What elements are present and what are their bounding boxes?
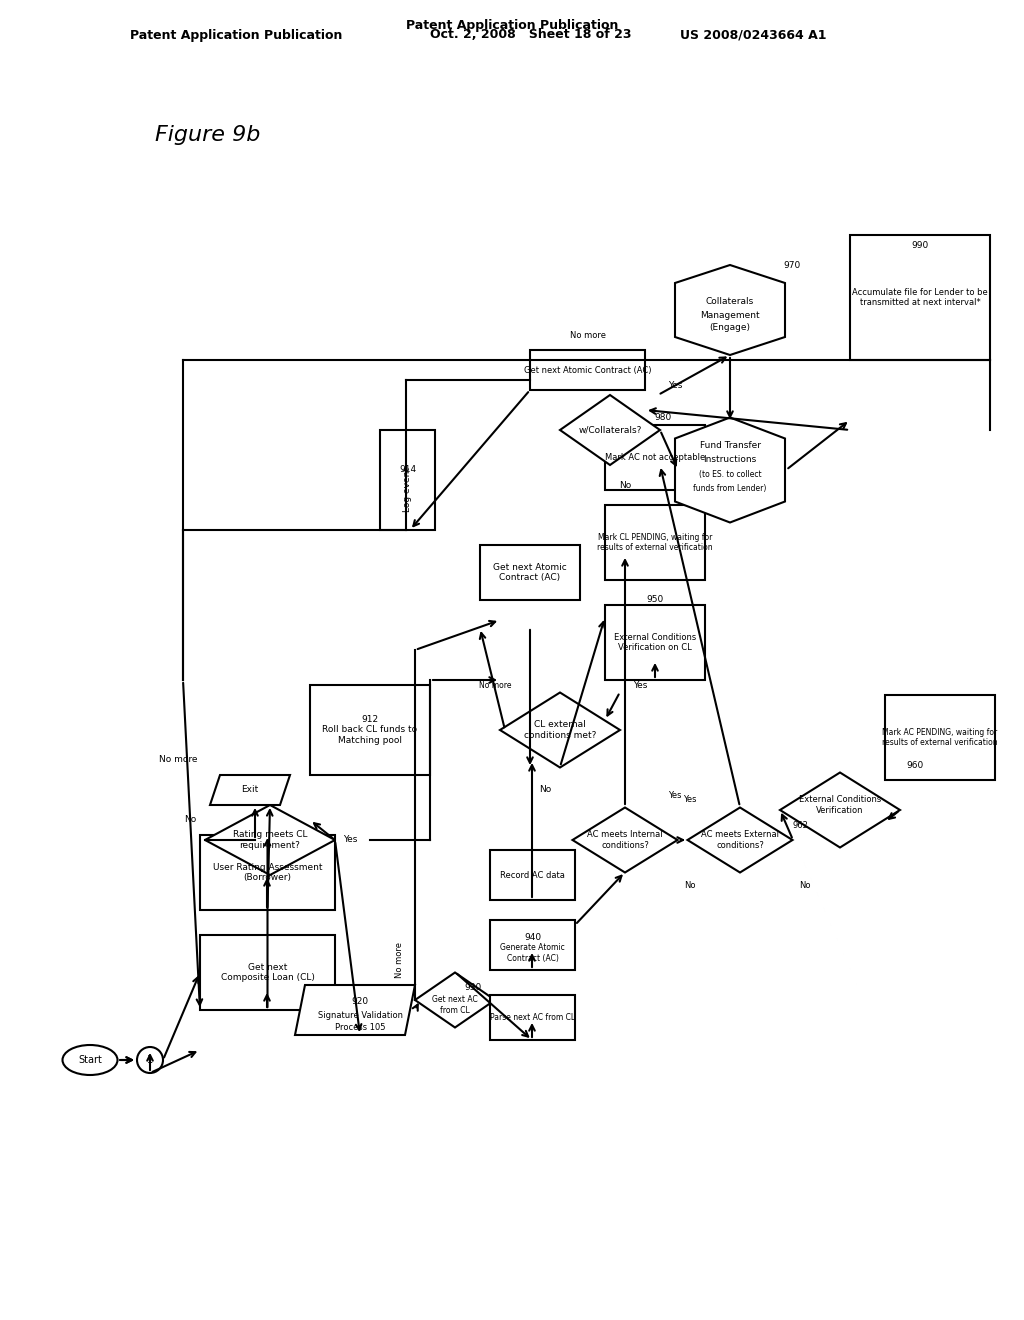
Text: No: No — [539, 785, 551, 795]
Polygon shape — [210, 775, 290, 805]
Text: External Conditions
Verification: External Conditions Verification — [799, 795, 881, 814]
Text: (Engage): (Engage) — [710, 323, 751, 333]
Text: No more: No more — [569, 330, 605, 339]
FancyBboxPatch shape — [490, 920, 575, 970]
Text: 962: 962 — [792, 821, 808, 829]
Text: Rating meets CL
requirement?: Rating meets CL requirement? — [232, 830, 307, 850]
Text: CL external
conditions met?: CL external conditions met? — [524, 721, 596, 739]
Text: 930: 930 — [464, 983, 481, 993]
Text: Generate Atomic
Contract (AC): Generate Atomic Contract (AC) — [500, 944, 565, 962]
Text: Parse next AC from CL: Parse next AC from CL — [489, 1012, 575, 1022]
Text: US 2008/0243664 A1: US 2008/0243664 A1 — [680, 29, 826, 41]
Polygon shape — [295, 985, 415, 1035]
Text: 990: 990 — [911, 240, 929, 249]
Text: No: No — [618, 480, 631, 490]
Polygon shape — [205, 805, 335, 875]
Text: Get next
Composite Loan (CL): Get next Composite Loan (CL) — [220, 962, 314, 982]
Text: Process 105: Process 105 — [335, 1023, 385, 1031]
Text: Accumulate file for Lender to be
transmitted at next interval*: Accumulate file for Lender to be transmi… — [852, 288, 988, 308]
FancyBboxPatch shape — [490, 995, 575, 1040]
Text: 920: 920 — [351, 998, 369, 1006]
Text: User Rating Assessment
(Borrower): User Rating Assessment (Borrower) — [213, 863, 323, 882]
Text: Record AC data: Record AC data — [500, 870, 565, 879]
Text: Oct. 2, 2008   Sheet 18 of 23: Oct. 2, 2008 Sheet 18 of 23 — [430, 29, 632, 41]
Text: 980: 980 — [654, 413, 672, 422]
FancyBboxPatch shape — [380, 430, 435, 531]
FancyBboxPatch shape — [850, 235, 990, 360]
Circle shape — [137, 1047, 163, 1073]
Polygon shape — [675, 417, 785, 523]
Text: No more: No more — [159, 755, 198, 764]
Text: No more: No more — [395, 942, 404, 978]
Polygon shape — [687, 808, 793, 873]
Text: Get next AC
from CL: Get next AC from CL — [432, 995, 478, 1015]
Text: Yes: Yes — [668, 380, 682, 389]
Text: w/Collaterals?: w/Collaterals? — [579, 425, 642, 434]
Text: Figure 9b: Figure 9b — [155, 125, 260, 145]
Text: 1: 1 — [146, 1055, 153, 1065]
Text: No: No — [184, 816, 197, 825]
FancyBboxPatch shape — [200, 836, 335, 909]
Polygon shape — [780, 772, 900, 847]
Text: External Conditions
Verification on CL: External Conditions Verification on CL — [613, 632, 696, 652]
Polygon shape — [560, 395, 660, 465]
Text: Fund Transfer: Fund Transfer — [699, 441, 761, 450]
FancyBboxPatch shape — [530, 350, 645, 389]
Text: Management: Management — [700, 310, 760, 319]
Text: Mark AC not acceptable: Mark AC not acceptable — [605, 453, 706, 462]
Polygon shape — [572, 808, 678, 873]
Ellipse shape — [62, 1045, 118, 1074]
Text: Yes: Yes — [669, 791, 682, 800]
Text: 960: 960 — [906, 760, 924, 770]
Polygon shape — [675, 265, 785, 355]
FancyBboxPatch shape — [605, 425, 705, 490]
Text: funds from Lender): funds from Lender) — [693, 483, 767, 492]
FancyBboxPatch shape — [490, 850, 575, 900]
FancyBboxPatch shape — [885, 696, 995, 780]
Text: No: No — [800, 880, 811, 890]
Text: Instructions: Instructions — [703, 455, 757, 465]
Text: Mark CL PENDING, waiting for
results of external verification: Mark CL PENDING, waiting for results of … — [597, 533, 713, 552]
Text: Get next Atomic Contract (AC): Get next Atomic Contract (AC) — [523, 366, 651, 375]
FancyBboxPatch shape — [605, 506, 705, 579]
Text: No: No — [684, 880, 695, 890]
Polygon shape — [415, 973, 495, 1027]
Text: 970: 970 — [783, 260, 801, 269]
Text: (to ES. to collect: (to ES. to collect — [698, 470, 761, 479]
Text: Yes: Yes — [683, 796, 696, 804]
Text: Signature Validation: Signature Validation — [317, 1011, 402, 1019]
Text: Yes: Yes — [633, 681, 647, 689]
Text: Mark AC PENDING, waiting for
results of external verification: Mark AC PENDING, waiting for results of … — [883, 727, 997, 747]
Text: 914: 914 — [399, 466, 416, 474]
Text: Patent Application Publication: Patent Application Publication — [406, 18, 618, 32]
FancyBboxPatch shape — [200, 935, 335, 1010]
Text: Collaterals: Collaterals — [706, 297, 754, 306]
Text: Patent Application Publication: Patent Application Publication — [130, 29, 342, 41]
FancyBboxPatch shape — [605, 605, 705, 680]
Polygon shape — [500, 693, 620, 767]
Text: 950: 950 — [646, 595, 664, 605]
Text: No more: No more — [479, 681, 511, 689]
Text: 912
Roll back CL funds to
Matching pool: 912 Roll back CL funds to Matching pool — [323, 715, 418, 744]
Text: AC meets Internal
conditions?: AC meets Internal conditions? — [587, 830, 663, 850]
Text: Log event: Log event — [403, 467, 412, 512]
Text: Exit: Exit — [242, 785, 259, 795]
FancyBboxPatch shape — [480, 545, 580, 601]
FancyBboxPatch shape — [310, 685, 430, 775]
Text: AC meets External
conditions?: AC meets External conditions? — [701, 830, 779, 850]
Text: 940: 940 — [524, 932, 541, 941]
Text: Yes: Yes — [343, 836, 357, 845]
Text: Start: Start — [78, 1055, 102, 1065]
Text: Get next Atomic
Contract (AC): Get next Atomic Contract (AC) — [494, 562, 567, 582]
